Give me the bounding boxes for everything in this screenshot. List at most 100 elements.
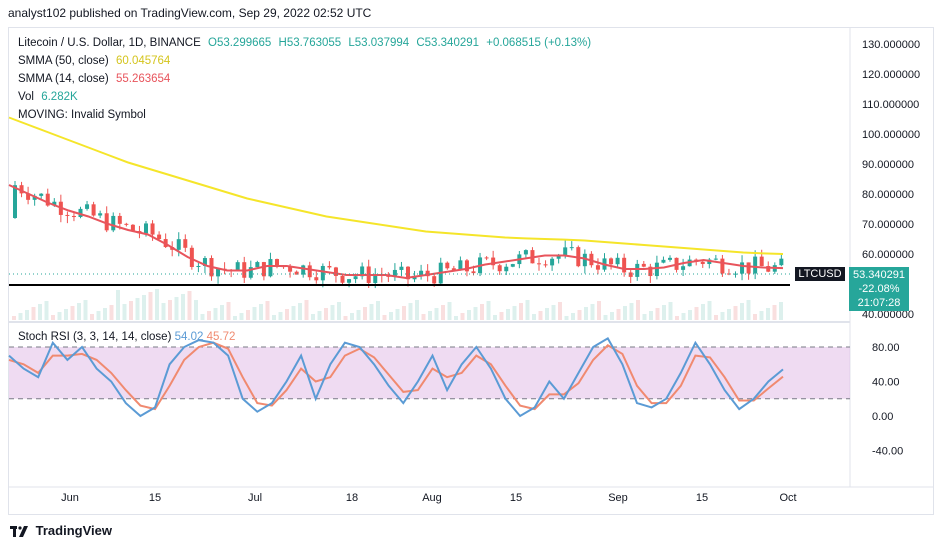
volume-bar — [64, 309, 68, 320]
volume-bar — [25, 310, 29, 320]
candle-body — [19, 185, 24, 194]
volume-bar — [714, 315, 718, 320]
candle-body — [484, 257, 489, 259]
candle-body — [130, 224, 135, 232]
candle-body — [255, 262, 260, 268]
candle-body — [543, 264, 548, 266]
smma50-label[interactable]: SMMA (50, close) — [18, 55, 109, 67]
volume-bar — [265, 301, 270, 320]
candle-body — [432, 276, 437, 284]
volume-bar — [681, 313, 686, 320]
volume-bar — [662, 305, 666, 320]
volume-bar — [545, 308, 549, 320]
candle-body — [550, 258, 555, 266]
moving-label[interactable]: MOVING: Invalid Symbol — [18, 109, 146, 121]
candle-body — [504, 266, 509, 272]
candle-body — [26, 193, 31, 200]
price-tick-label: 110.000000 — [862, 99, 919, 111]
volume-bar — [486, 301, 491, 320]
candle-body — [314, 277, 319, 281]
time-tick-label: 15 — [510, 492, 522, 504]
candle-body — [451, 268, 456, 271]
stoch-k-value: 54.02 — [174, 331, 204, 343]
volume-bar — [395, 309, 400, 320]
candle-body — [32, 195, 37, 200]
rsi-tick-label: 40.00 — [872, 377, 900, 389]
candle-body — [609, 258, 614, 265]
price-change-pct: -22.08% — [858, 283, 900, 295]
volume-bar — [428, 311, 432, 320]
smma50-line — [8, 116, 784, 255]
volume-bar — [363, 307, 367, 320]
volume-bar — [636, 300, 640, 320]
candle-body — [753, 256, 758, 274]
volume-bar — [369, 304, 374, 320]
volume-bar — [330, 305, 335, 320]
candle-body — [235, 262, 240, 272]
volume-bar — [558, 302, 562, 320]
volume-bar — [772, 305, 777, 320]
candle-body — [261, 262, 266, 277]
volume-bar — [213, 308, 218, 320]
candle-body — [779, 258, 784, 266]
volume-bar — [259, 304, 263, 320]
volume-bar — [779, 302, 783, 320]
volume-bar — [493, 315, 497, 320]
candle-body — [628, 272, 633, 277]
volume-bar — [701, 304, 705, 320]
volume-bar — [38, 304, 42, 320]
candle-body — [202, 258, 207, 266]
volume-bar — [629, 303, 634, 320]
volume-bar — [616, 309, 621, 320]
volume-bar — [727, 309, 731, 320]
volume-bar — [415, 300, 419, 320]
candle-body — [216, 268, 221, 277]
volume-bar — [564, 316, 569, 320]
candle-body — [85, 204, 90, 209]
candle-body — [320, 265, 325, 281]
candle-body — [537, 263, 541, 265]
candle-body — [759, 256, 764, 267]
volume-bar — [194, 300, 198, 320]
time-tick-label: 15 — [696, 492, 708, 504]
price-tick-label: 120.000000 — [862, 69, 920, 81]
volume-bar — [480, 304, 484, 320]
volume-bar — [655, 308, 660, 320]
candle-body — [497, 265, 502, 272]
smma14-value: 55.263654 — [115, 73, 171, 85]
brand-name: TradingView — [35, 523, 112, 538]
symbol-label[interactable]: Litecoin / U.S. Dollar, 1D, BINANCE — [18, 37, 201, 49]
stoch-d-value: 45.72 — [206, 331, 236, 343]
volume-bar — [109, 305, 114, 320]
candle-body — [111, 215, 116, 231]
volume-bar — [220, 305, 224, 320]
volume-bar — [473, 307, 478, 320]
stoch-rsi-label[interactable]: Stoch RSI (3, 3, 14, 14, close) — [18, 331, 172, 343]
volume-bar — [31, 307, 36, 320]
tradingview-logo[interactable]: TradingView — [10, 523, 112, 538]
smma14-label[interactable]: SMMA (14, close) — [18, 73, 109, 85]
volume-bar — [90, 314, 94, 320]
time-tick-label: Oct — [779, 492, 796, 504]
volume-bar — [642, 314, 647, 320]
candle-body — [144, 223, 148, 234]
volume-bar — [694, 307, 699, 320]
volume-bar — [356, 310, 361, 320]
price-tick-label: 70.000000 — [862, 219, 914, 231]
volume-bar — [610, 312, 614, 320]
candle-body — [654, 262, 659, 277]
volume-bar — [129, 301, 133, 320]
candle-body — [373, 275, 378, 283]
volume-bar — [174, 297, 179, 320]
volume-bar — [759, 311, 764, 320]
candle-body — [71, 215, 76, 218]
candle-body — [333, 267, 338, 276]
publisher-info: analyst102 published on TradingView.com,… — [8, 6, 372, 20]
candle-body — [641, 263, 646, 267]
time-tick-label: Sep — [608, 492, 628, 504]
volume-bar — [467, 310, 471, 320]
volume-label[interactable]: Vol — [18, 91, 34, 103]
volume-bar — [707, 301, 712, 320]
volume-bar — [746, 300, 751, 320]
